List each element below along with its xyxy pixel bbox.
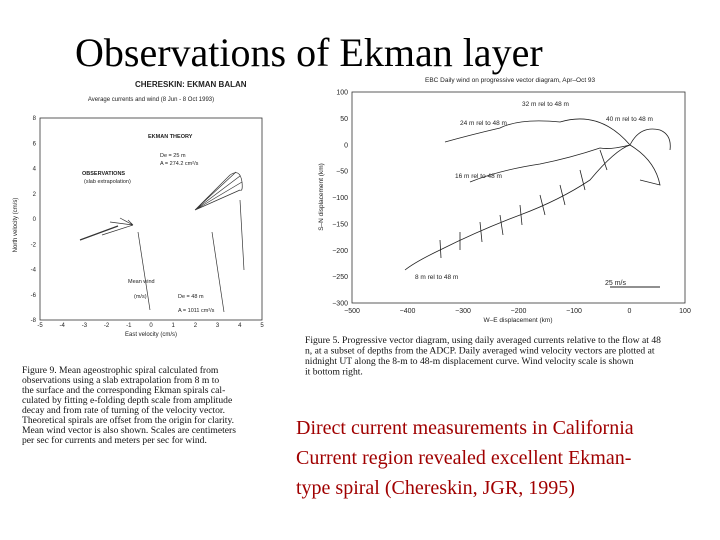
y-tick-label: 50 — [340, 116, 348, 123]
plot-title: EBC Daily wind on progressive vector dia… — [425, 77, 596, 84]
y-tick-label: -4 — [31, 268, 37, 274]
annotation: EKMAN THEORY — [148, 134, 193, 140]
x-tick-label: −300 — [455, 308, 471, 315]
x-axis-label: W–E displacement (km) — [484, 317, 553, 324]
figure-header: CHERESKIN: EKMAN BALAN — [135, 80, 247, 89]
caption-line: n, at a subset of depths from the ADCP. … — [305, 346, 655, 357]
caption-line: Theoretical spirals are offset from the … — [22, 415, 234, 426]
caption-line: observations using a slab extrapolation … — [22, 375, 219, 386]
spiral-drawing — [79, 171, 245, 313]
plot-frame — [351, 91, 686, 304]
trajectories — [404, 118, 671, 271]
x-tick-label: −400 — [400, 308, 416, 315]
caption-line: Mean wind vector is also shown. Scales a… — [22, 425, 236, 436]
caption-line: nidnight UT along the 8-m to 48-m displa… — [305, 356, 634, 367]
y-tick-label: -2 — [31, 242, 37, 248]
x-axis-label: East velocity (cm/s) — [125, 332, 177, 338]
x-tick-label: -1 — [126, 323, 132, 329]
body-text-line: Current region revealed excellent Ekman- — [296, 447, 631, 469]
y-tick-label: 8 — [33, 116, 37, 122]
curve-label: 40 m rel to 48 m — [606, 116, 653, 123]
x-tick-label: −200 — [511, 308, 527, 315]
x-tick-label: 5 — [260, 323, 264, 329]
y-tick-label: 6 — [33, 141, 37, 147]
y-tick-label: 100 — [336, 90, 348, 97]
annotation: A = 1011 cm²/s — [178, 308, 215, 314]
y-tick-label: −50 — [336, 169, 348, 176]
scale-label: 25 m/s — [605, 280, 627, 287]
y-tick-label: −200 — [332, 248, 348, 255]
plot-frame — [39, 117, 263, 321]
x-tick-label: -5 — [37, 323, 43, 329]
y-tick-label: −150 — [332, 221, 348, 228]
y-tick-label: −100 — [332, 195, 348, 202]
body-text-line: type spiral (Chereskin, JGR, 1995) — [296, 477, 575, 499]
x-tick-label: 0 — [628, 308, 632, 315]
caption-line: culated by fitting e-folding depth scale… — [22, 395, 232, 406]
caption-line: per sec for currents and meters per sec … — [22, 435, 207, 446]
annotation: (m/s) — [134, 294, 147, 300]
curve-label: 8 m rel to 48 m — [415, 274, 458, 281]
x-tick-label: 0 — [149, 323, 153, 329]
annotation: OBSERVATIONS — [82, 171, 125, 177]
caption-line: Figure 5. Progressive vector diagram, us… — [305, 335, 661, 346]
y-axis-label: North velocity (cm/s) — [13, 198, 19, 253]
y-tick-label: 0 — [344, 142, 348, 149]
x-tick-label: 1 — [172, 323, 176, 329]
slide-title: Observations of Ekman layer — [75, 30, 543, 75]
curve-label: 32 m rel to 48 m — [522, 101, 569, 108]
x-tick-label: 100 — [679, 308, 691, 315]
x-tick-label: -3 — [82, 323, 88, 329]
curve-label: 16 m rel to 48 m — [455, 173, 502, 180]
annotation: Mean wind — [128, 279, 155, 285]
y-tick-label: −300 — [332, 301, 348, 308]
y-tick-label: 0 — [33, 217, 37, 223]
annotation: De = 25 m — [160, 153, 186, 159]
x-tick-label: −500 — [344, 308, 360, 315]
caption-line: Figure 9. Mean ageostrophic spiral calcu… — [22, 365, 219, 376]
x-tick-label: -2 — [104, 323, 110, 329]
x-tick-label: 3 — [216, 323, 220, 329]
y-tick-label: −250 — [332, 274, 348, 281]
y-tick-label: 2 — [33, 192, 37, 198]
y-axis-label: S–N displacement (km) — [318, 163, 325, 231]
curve-label: 24 m rel to 48 m — [460, 120, 507, 127]
caption-line: it bottom right. — [305, 367, 363, 378]
x-tick-label: 2 — [194, 323, 198, 329]
x-tick-label: −100 — [566, 308, 582, 315]
plot-title: Average currents and wind (8 Jun - 8 Oct… — [88, 97, 214, 103]
annotation: A = 274.2 cm²/s — [160, 161, 199, 167]
y-tick-label: -6 — [31, 293, 37, 299]
y-tick-label: 4 — [33, 167, 37, 173]
y-tick-label: -8 — [31, 318, 37, 324]
x-tick-label: -4 — [60, 323, 66, 329]
x-tick-label: 4 — [238, 323, 242, 329]
annotation: (slab extrapolation) — [84, 179, 131, 185]
caption-line: decay and from rate of turning of the ve… — [22, 405, 225, 416]
annotation: De = 48 m — [178, 294, 204, 300]
caption-line: the surface and the corresponding Ekman … — [22, 385, 225, 396]
body-text-line: Direct current measurements in Californi… — [296, 417, 634, 439]
